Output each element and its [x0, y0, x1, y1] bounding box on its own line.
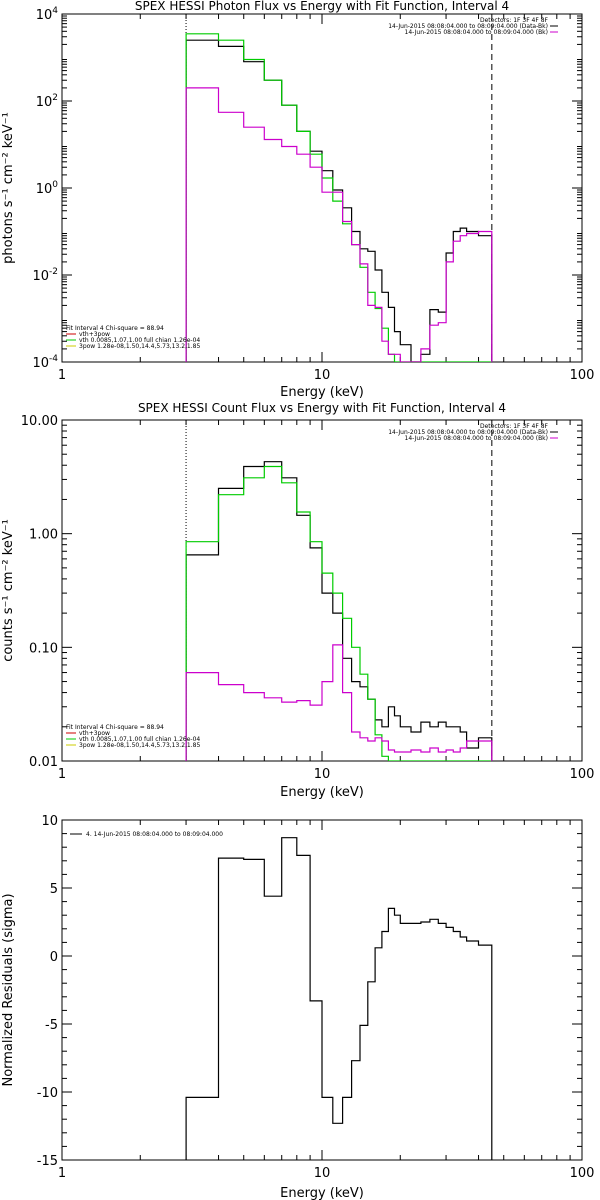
x-tick-label: 10 [314, 1166, 331, 1181]
fit-legend-header: Fit Interval 4 Chi-square = 88.94 [66, 325, 164, 332]
series-line-magenta [185, 87, 493, 362]
legend-entry: 14-Jun-2015 08:08:04.000 to 08:09:04.000… [388, 429, 548, 436]
y-tick-label: -5 [45, 1018, 58, 1033]
legend-entry: 4. 14-Jun-2015 08:08:04.000 to 08:09:04.… [86, 831, 223, 838]
fit-legend-entry: vth+3pow [79, 730, 110, 737]
x-tick-label: 10 [314, 368, 331, 383]
legend-entry: 14-Jun-2015 08:08:04.000 to 08:09:04.000… [405, 435, 548, 442]
x-tick-label: 1 [58, 368, 66, 383]
x-tick-label: 10 [314, 767, 331, 782]
y-tick-label: -10 [37, 1086, 58, 1101]
x-tick-label: 100 [570, 368, 595, 383]
series-line-black [185, 461, 493, 761]
y-tick-label: 0.10 [29, 641, 58, 656]
x-tick-label: 100 [570, 1166, 595, 1181]
y-tick-label: 5 [50, 882, 58, 897]
y-axis-label: counts s⁻¹ cm⁻² keV⁻¹ [1, 519, 16, 662]
y-tick-label: 102 [36, 93, 58, 110]
fit-legend-entry: vth+3pow [79, 331, 110, 338]
plot-frame [61, 819, 583, 1161]
legend-detectors: Detectors: 1F 3F 4F 8F [480, 17, 549, 24]
residuals-panel: 1 10 100 -15 -10 -5 0 5 10 Energy (keV) Normalized… [1, 814, 594, 1200]
legend-detectors: Detectors: 1F 3F 4F 8F [480, 423, 549, 430]
fit-legend-header: Fit Interval 4 Chi-square = 88.94 [66, 724, 164, 731]
y-tick-label: 0 [50, 950, 58, 965]
chart-title: SPEX HESSI Photon Flux vs Energy with Fi… [135, 0, 509, 13]
series-line-green [185, 465, 492, 761]
x-tick-label: 100 [570, 767, 595, 782]
fit-legend-entry: 3pow 1.28e-08,1.50,14.4,5.73,13.2,1.85 [79, 343, 200, 350]
fit-legend-entry: vth 0.0085,1.07,1.00 full chian 1.26e-04 [79, 337, 200, 344]
y-tick-label: 10-4 [32, 354, 58, 371]
y-tick-label: 100 [36, 180, 59, 197]
x-axis-label: Energy (keV) [280, 785, 364, 800]
x-tick-label: 1 [58, 1166, 66, 1181]
y-tick-label: 10-2 [32, 267, 58, 284]
y-axis-label: photons s⁻¹ cm⁻² keV⁻¹ [1, 112, 16, 264]
fit-legend-entry: 3pow 1.28e-08,1.50,14.4,5.73,13.2,1.85 [79, 742, 200, 749]
photon-flux-panel: SPEX HESSI Photon Flux vs Energy with Fi… [1, 0, 594, 400]
legend-entry: 14-Jun-2015 08:08:04.000 to 08:09:04.000… [388, 23, 548, 30]
x-axis-label: Energy (keV) [280, 385, 364, 400]
y-axis-label: Normalized Residuals (sigma) [1, 893, 16, 1086]
x-axis-label: Energy (keV) [280, 1186, 364, 1200]
count-flux-panel: SPEX HESSI Count Flux vs Energy with Fit… [1, 401, 594, 800]
y-tick-label: 1.00 [29, 528, 58, 543]
x-tick-label: 1 [58, 767, 66, 782]
y-tick-label: 10.00 [21, 414, 58, 429]
y-tick-label: 0.01 [29, 755, 58, 770]
series-line-magenta [185, 644, 493, 761]
legend-entry: 14-Jun-2015 08:08:04.000 to 08:09:04.000… [405, 29, 548, 36]
chart-title: SPEX HESSI Count Flux vs Energy with Fit… [138, 401, 506, 415]
y-tick-label: -15 [37, 1154, 58, 1169]
fit-legend-entry: vth 0.0085,1.07,1.00 full chian 1.26e-04 [79, 736, 200, 743]
series-line-black [185, 837, 493, 1160]
y-tick-label: 104 [36, 6, 59, 23]
y-tick-label: 10 [41, 814, 58, 829]
